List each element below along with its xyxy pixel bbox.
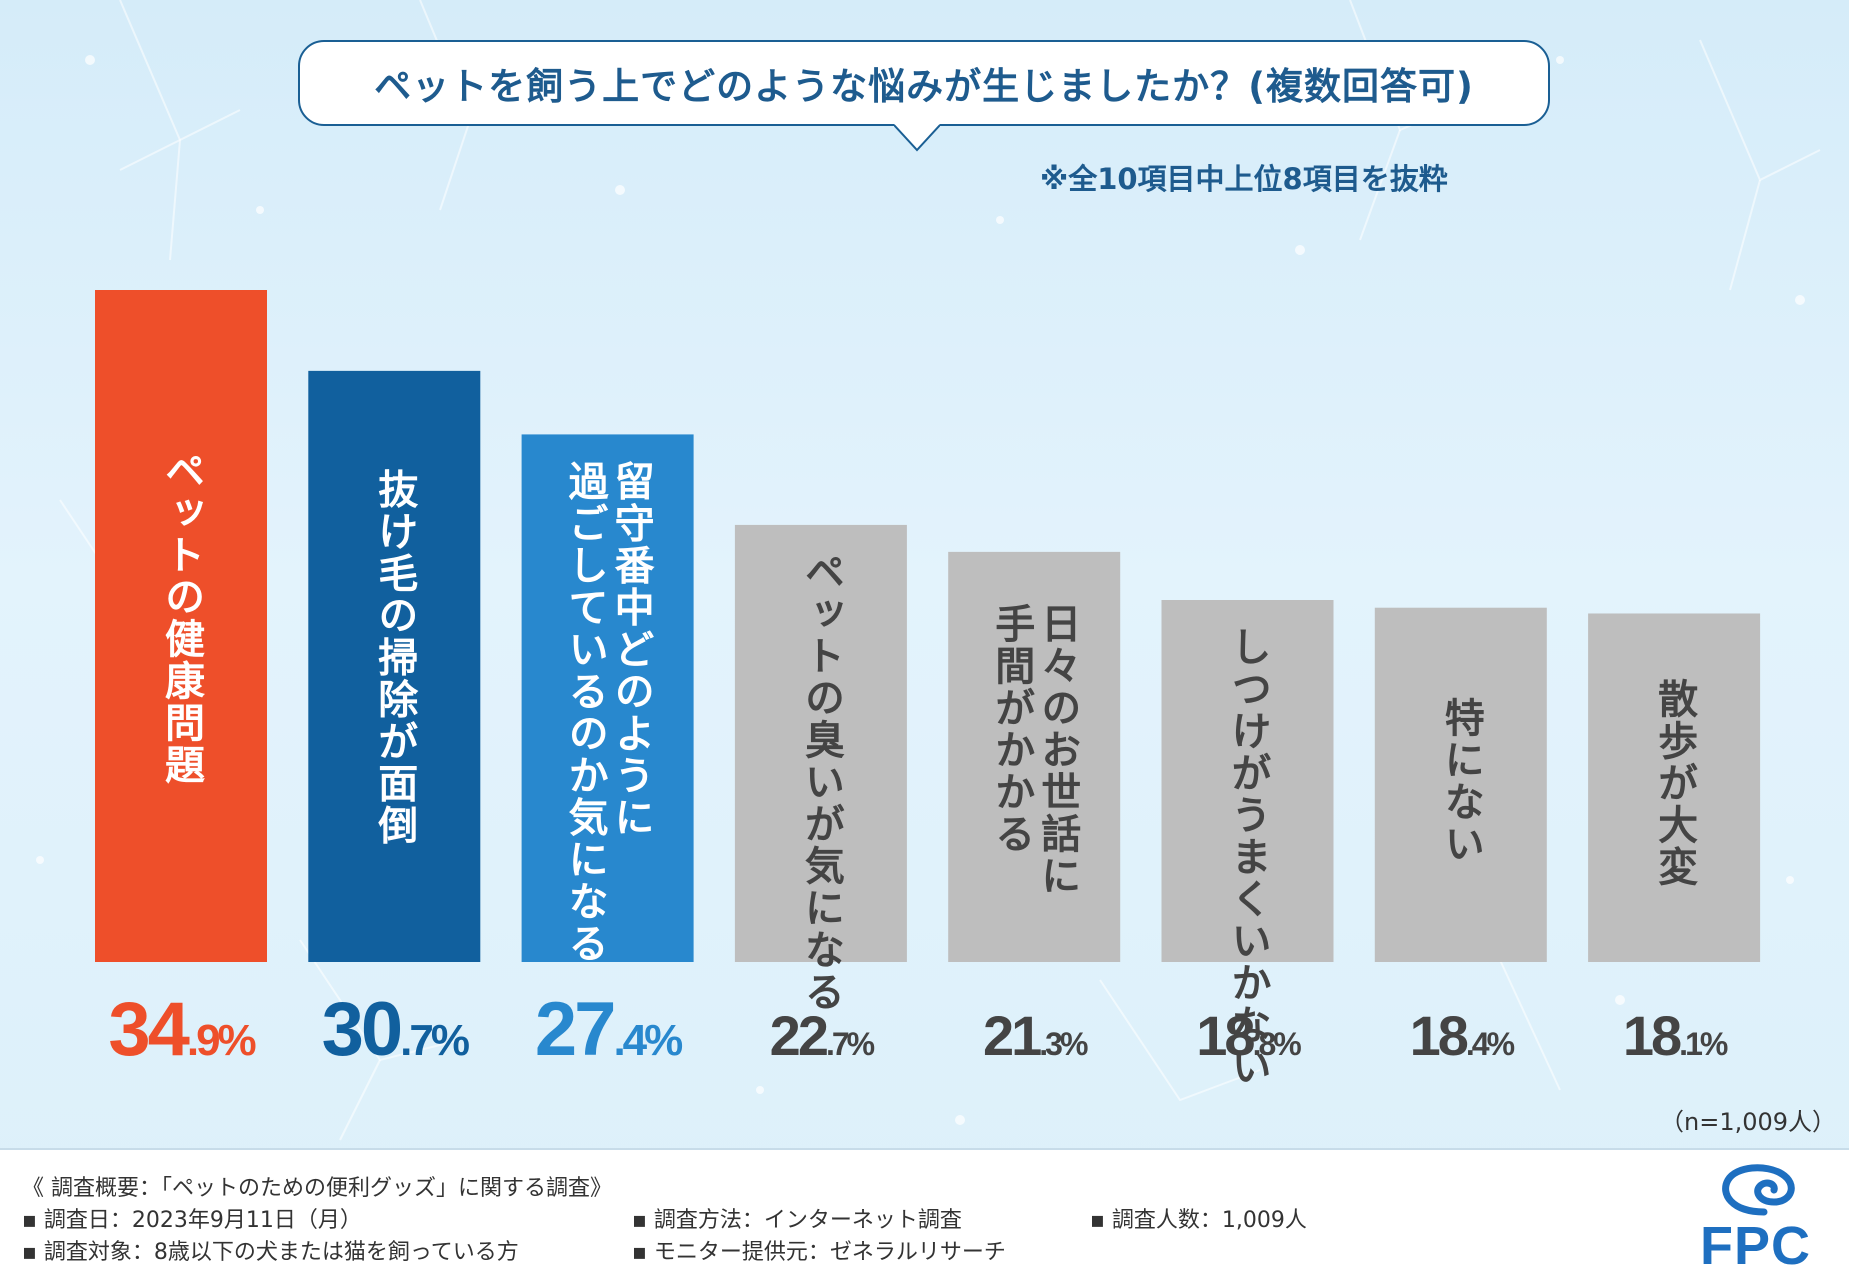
bar-label-5-line-1: 日々のお世話に — [1034, 603, 1080, 897]
bar-2 — [308, 370, 481, 962]
fpc-logo-icon — [1722, 1164, 1795, 1216]
value-label-6: 18.8% — [1196, 1004, 1301, 1067]
fpc-logo-text: FPC — [1700, 1216, 1811, 1276]
bar-3 — [521, 434, 694, 962]
bar-label-2: 抜け毛の掃除が面倒 — [371, 468, 419, 846]
value-label-8: 18.1% — [1623, 1004, 1728, 1067]
value-label-2: 30.7% — [322, 987, 469, 1072]
value-label-1: 34.9% — [108, 987, 255, 1072]
bar-label-5-line-2: 手間がかかる — [988, 603, 1034, 855]
bar-label-1: ペットの健康問題 — [158, 450, 205, 786]
bar-6 — [1161, 600, 1334, 962]
chart-title: ペットを飼う上でどのような悩みが生じましたか？(複数回答可) — [374, 65, 1474, 108]
value-label-5: 21.3% — [983, 1004, 1088, 1067]
value-label-3: 27.4% — [535, 987, 682, 1072]
survey-footer: 《 調査概要：「ペットのための便利グッズ」に関する調査》 ▪ 調査日：2023年… — [0, 1148, 1849, 1280]
bar-label-6: しつけがうまくいかない — [1225, 626, 1271, 1088]
bar-label-3-line-2: 過ごしているのか気になる — [562, 460, 609, 964]
bar-5 — [948, 551, 1121, 962]
bar-label-7: 特にない — [1438, 697, 1485, 865]
survey-date: ▪ 調査日：2023年9月11日（月） — [22, 1208, 362, 1233]
survey-title: 《 調査概要：「ペットのための便利グッズ」に関する調査》 — [22, 1176, 612, 1201]
bar-label-8: 散歩が大変 — [1651, 678, 1698, 888]
title-speech-tail — [894, 124, 940, 152]
bar-1 — [95, 290, 267, 962]
bar-chart: ペットの健康問題 34.9% 抜け毛の掃除が面倒 30.7% 留守番中どのように過ごして… — [95, 290, 1761, 1088]
bar-4 — [734, 524, 907, 962]
survey-target: ▪ 調査対象：8歳以下の犬または猫を飼っている方 — [22, 1240, 519, 1265]
bar-7 — [1374, 607, 1547, 962]
bar-label-4: ペットの臭いが気になる — [798, 551, 845, 1013]
value-label-7: 18.4% — [1410, 1004, 1515, 1067]
sample-size-label: （n=1,009人） — [1660, 1108, 1837, 1136]
bar-8 — [1588, 613, 1761, 962]
chart-note: ※全10項目中上位8項目を抜粋 — [1040, 162, 1448, 196]
value-label-4: 22.7% — [770, 1004, 875, 1067]
survey-method: ▪ 調査方法：インターネット調査 — [632, 1208, 962, 1233]
bar-label-3-line-1: 留守番中どのように — [608, 460, 655, 838]
survey-provider: ▪ モニター提供元：ゼネラルリサーチ — [632, 1240, 1006, 1265]
survey-count: ▪ 調査人数：1,009人 — [1090, 1208, 1307, 1233]
